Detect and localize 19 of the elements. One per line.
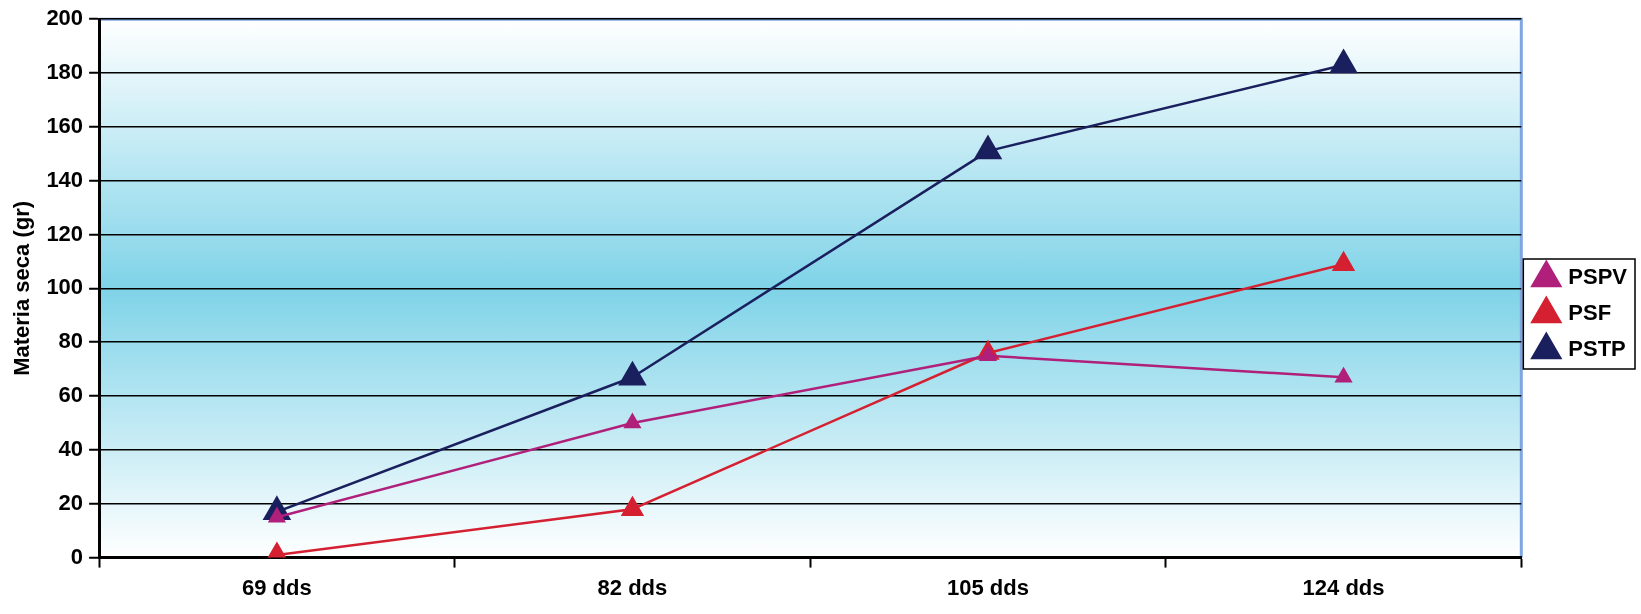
y-tick-label: 200 — [46, 5, 84, 31]
y-tick-label: 120 — [46, 220, 84, 246]
x-tick-label: 69 dds — [242, 574, 312, 600]
legend-label: PSF — [1568, 300, 1612, 326]
legend-label: PSPV — [1568, 264, 1628, 290]
y-tick-label: 180 — [46, 59, 84, 85]
y-tick-label: 60 — [58, 382, 84, 408]
x-tick-label: 124 dds — [1302, 574, 1385, 600]
y-tick-label: 140 — [46, 166, 84, 192]
y-tick-label: 100 — [46, 274, 84, 300]
y-tick-label: 0 — [70, 543, 84, 569]
y-tick-label: 20 — [58, 489, 84, 515]
x-tick-label: 82 dds — [597, 574, 668, 600]
y-tick-label: 80 — [58, 328, 84, 354]
legend-label: PSTP — [1568, 336, 1626, 362]
y-tick-label: 160 — [46, 112, 84, 138]
x-tick-label: 105 dds — [947, 574, 1029, 600]
y-axis-title: Materia seca (gr) — [9, 200, 35, 376]
y-tick-label: 40 — [58, 435, 84, 461]
